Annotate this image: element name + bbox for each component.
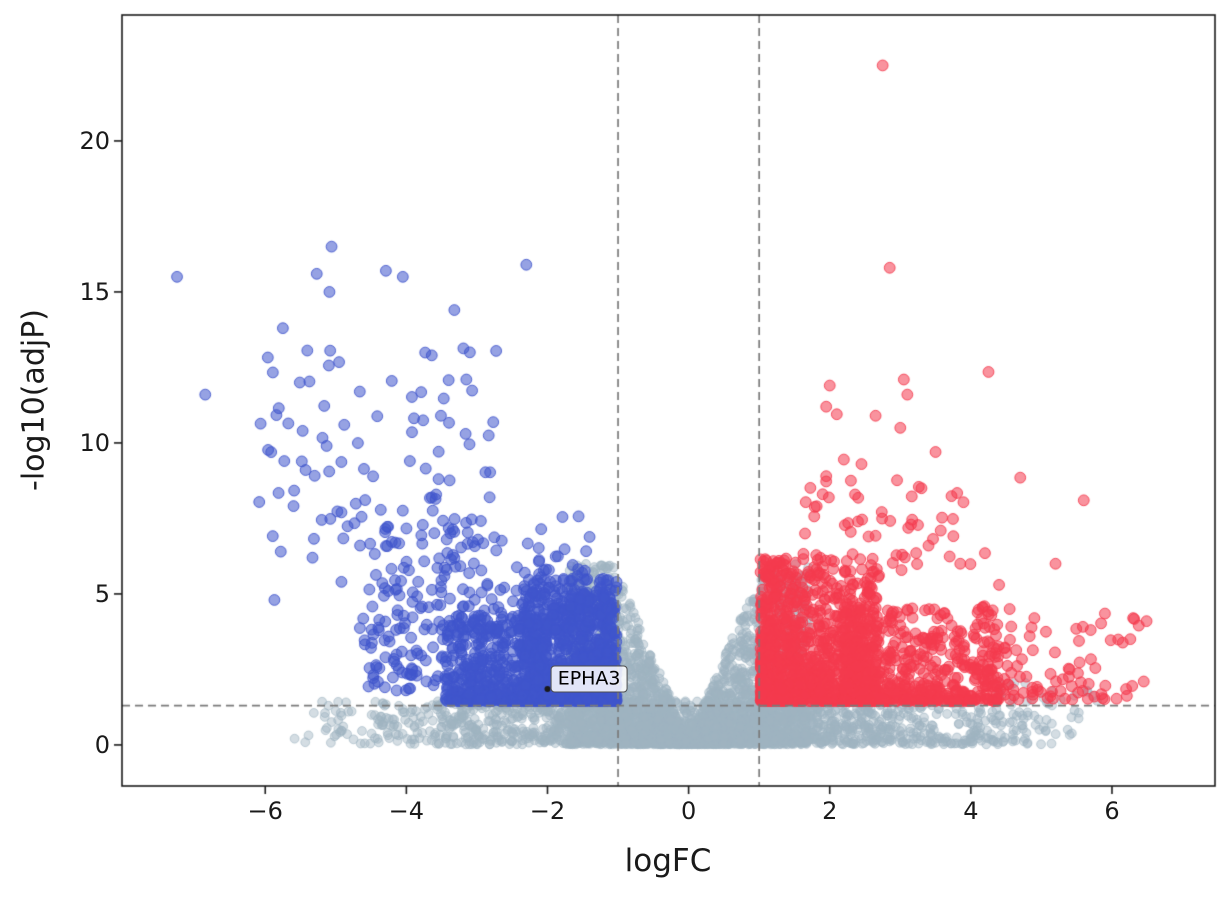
x-tick-label: −6 xyxy=(247,797,283,825)
y-axis-label: -log10(adjP) xyxy=(16,309,52,491)
x-tick-label: −2 xyxy=(529,797,566,825)
x-tick-label: 0 xyxy=(680,797,697,825)
y-tick-label: 15 xyxy=(79,277,110,306)
y-tick-label: 10 xyxy=(79,428,110,457)
x-axis-label: logFC xyxy=(624,843,712,879)
x-tick-label: 4 xyxy=(963,797,979,825)
x-tick-label: −4 xyxy=(388,797,425,825)
x-tick-label: 6 xyxy=(1104,797,1120,825)
y-tick-label: 5 xyxy=(94,579,110,608)
x-tick-label: 2 xyxy=(822,797,838,825)
gene-label: EPHA3 xyxy=(550,665,628,693)
y-tick-label: 20 xyxy=(79,126,110,155)
y-tick-label: 0 xyxy=(94,730,110,759)
